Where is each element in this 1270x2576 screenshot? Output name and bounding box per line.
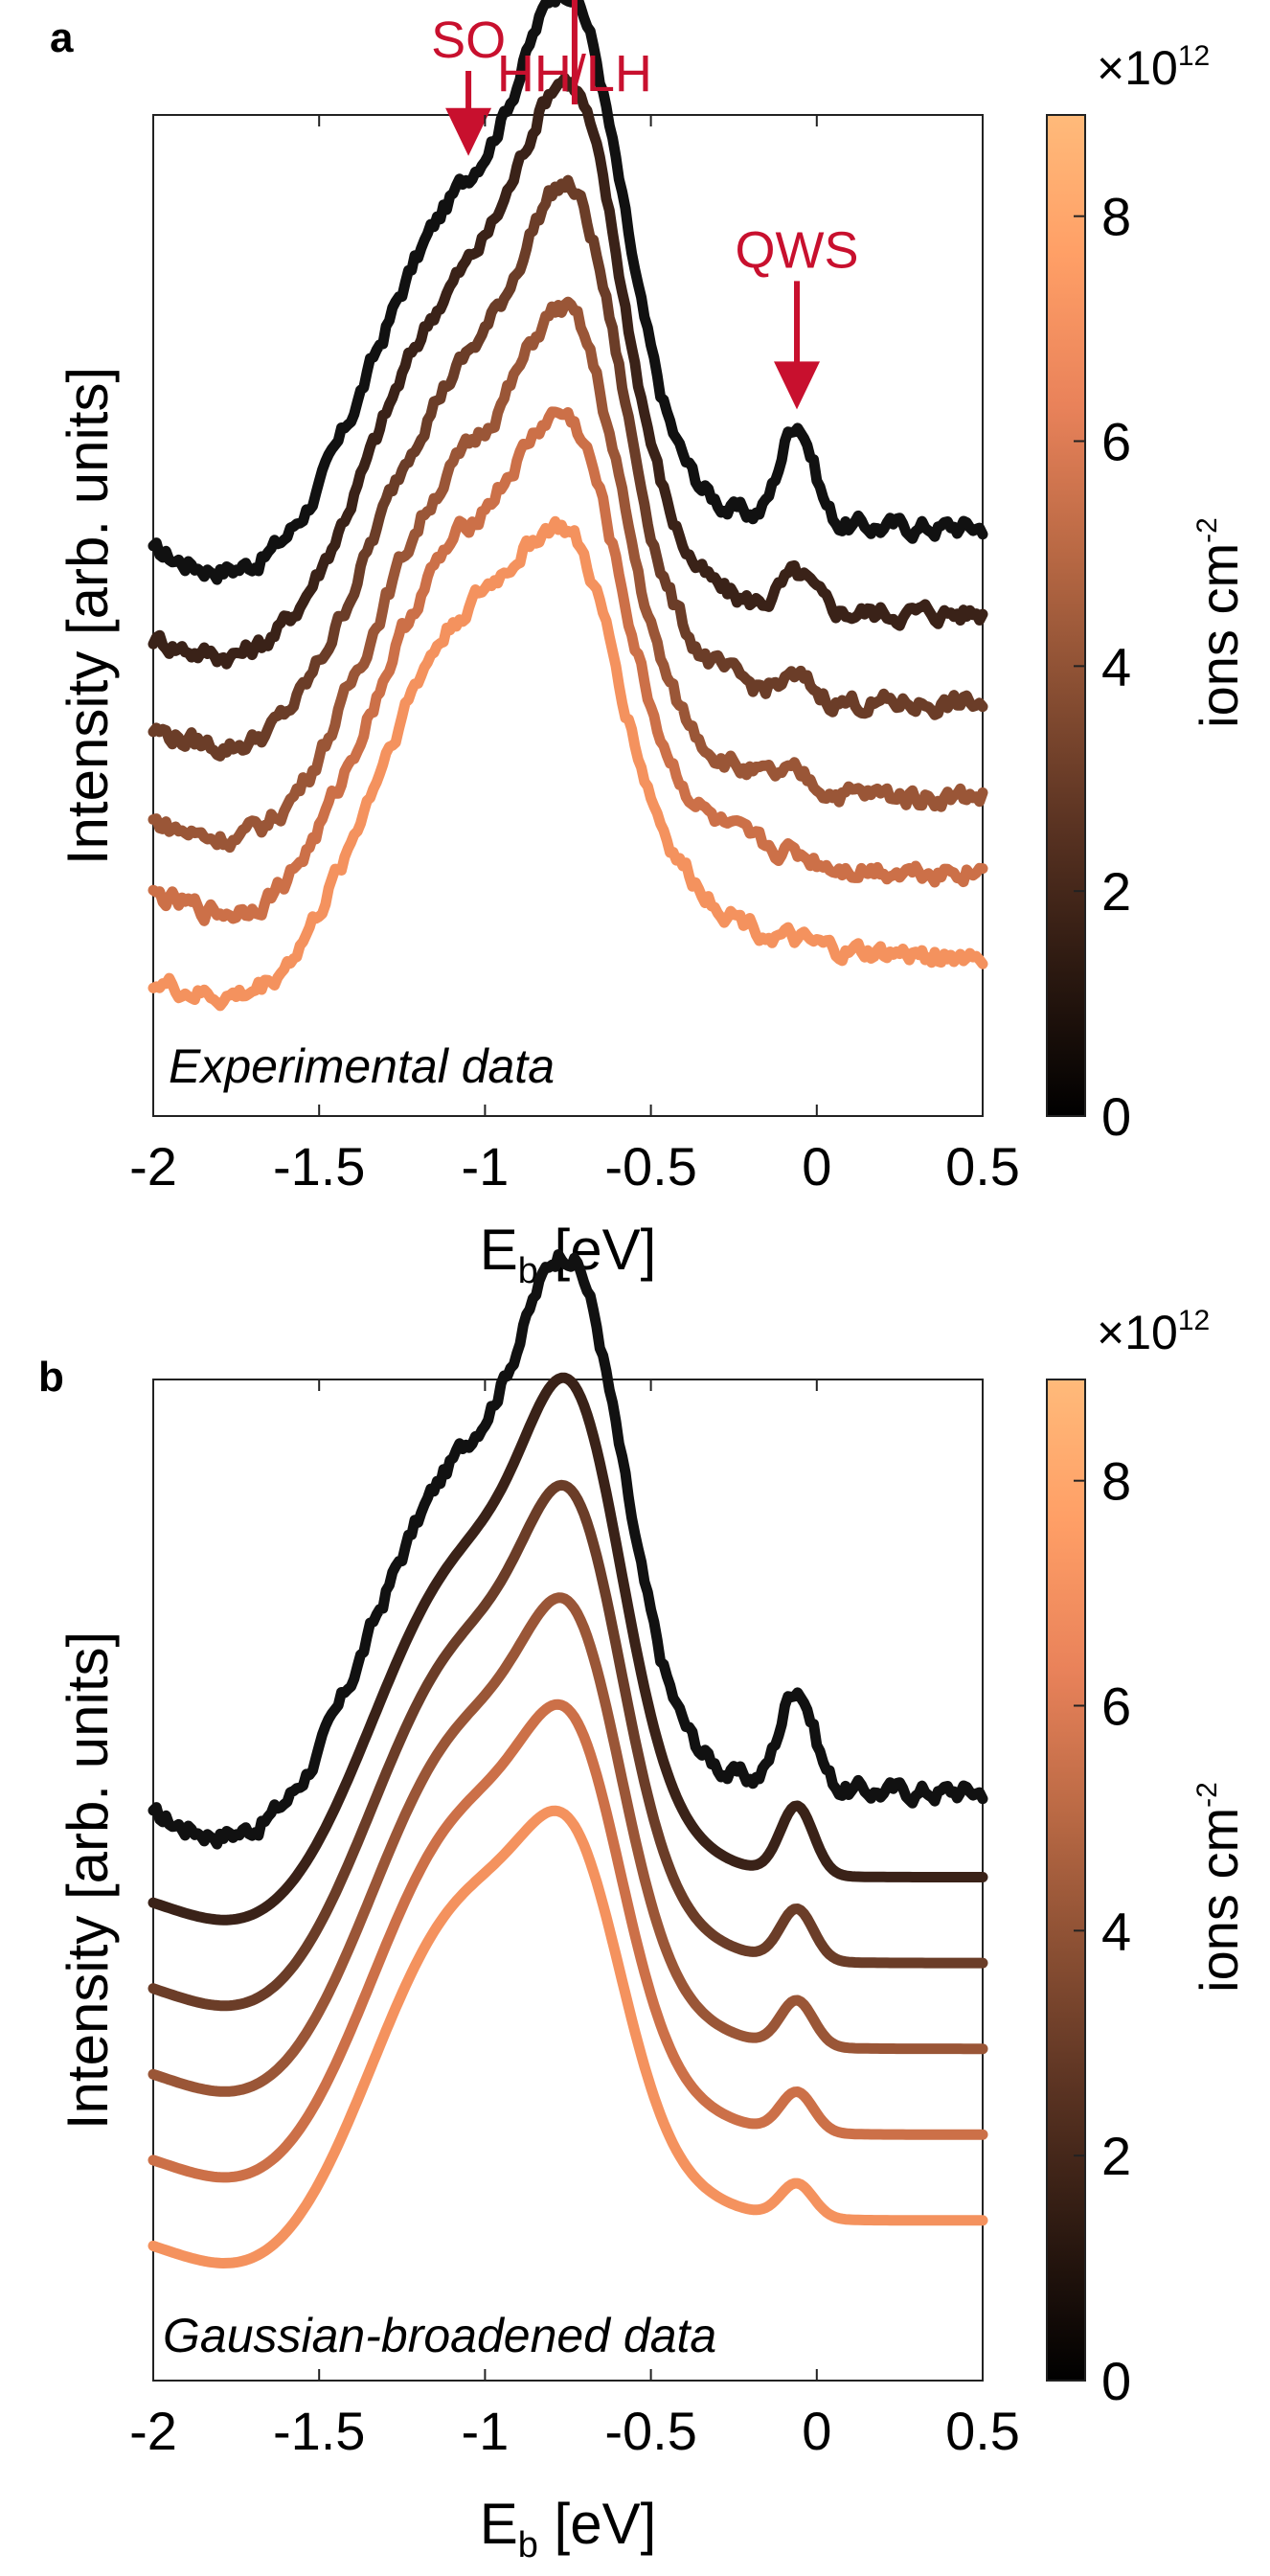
panel-b-note: Gaussian-broadened data [163,2309,716,2362]
colorbar-tick-label: 8 [1101,187,1131,247]
spectrum-line-5.25e12 [147,1592,988,2097]
panel-b-y-axis-label: Intensity [arb. units] [56,1631,120,2130]
x-tick-label: -1 [462,1136,510,1197]
x-tick-label: 0 [802,1136,831,1197]
spectrum-line-7e12 [147,406,988,926]
colorbar-a: 0 2 4 6 8 ×1012 ions cm-2 [1046,40,1249,1147]
annotation-arrow-head [445,107,492,156]
x-tick-label: -1 [462,2401,510,2461]
spectrum-line-3.5e12 [147,174,988,762]
x-tick-label: -1.5 [273,1136,366,1197]
spectrum-line-8.75e12 [147,1805,988,2268]
colorbar-b-label: ions cm-2 [1189,1782,1249,1993]
panel-a-x-ticks: -2 -1.5 -1 -0.5 0 0.5 [129,115,1020,1197]
x-tick-label: -2 [129,1136,177,1197]
colorbar-tick-label: 6 [1101,412,1131,472]
panel-a-x-axis-label: Eb [eV] [480,1218,657,1291]
x-tick-label: 0.5 [945,1136,1020,1197]
colorbar-b-bar [1046,1379,1086,2382]
panel-b-curves [147,1249,988,2268]
colorbar-tick-label: 4 [1101,636,1131,696]
x-tick-label: -0.5 [604,2401,697,2461]
panel-b: b -2 -1.5 -1 -0.5 0 0.5 Gaussian-broadened da… [38,1249,1020,2565]
colorbar-a-label: ions cm-2 [1189,517,1249,728]
x-tick-label: 0.5 [945,2401,1020,2461]
colorbar-tick-label: 6 [1101,1676,1131,1737]
spectrum-line-1.75e12 [147,1372,988,1926]
panel-b-x-axis-label: Eb [eV] [480,2492,657,2565]
colorbar-tick-label: 2 [1101,861,1131,922]
colorbar-a-exponent: ×1012 [1097,40,1210,95]
x-tick-label: -1.5 [273,2401,366,2461]
colorbar-a-bar [1046,114,1086,1117]
panel-a-curves [147,0,988,1012]
x-tick-label: -0.5 [604,1136,697,1197]
colorbar-tick-label: 0 [1101,2351,1131,2411]
x-tick-label: -2 [129,2401,177,2461]
spectrum-line-5.25e12 [147,296,988,854]
panel-a-letter: a [50,14,74,61]
panel-b-letter: b [38,1354,64,1401]
spectrum-line-1.75e12 [147,73,988,670]
x-tick-label: 0 [802,2401,831,2461]
colorbar-tick-label: 4 [1101,1901,1131,1961]
colorbar-tick-label: 2 [1101,2126,1131,2186]
colorbar-b-ticks: 0 2 4 6 8 [1074,1451,1131,2411]
colorbar-a-ticks: 0 2 4 6 8 [1074,187,1131,1147]
colorbar-tick-label: 0 [1101,1086,1131,1147]
panel-a-note: Experimental data [169,1039,555,1093]
spectrum-line-8.75e12 [147,515,988,1012]
spectrum-line-7e12 [147,1698,988,2183]
colorbar-tick-label: 8 [1101,1451,1131,1512]
annotation-label-qws: QWS [736,221,859,279]
spectrum-line-0 [147,1249,988,1850]
annotation-arrow-head [774,361,821,410]
panel-a-y-axis-label: Intensity [arb. units] [56,367,120,865]
panel-b-x-ticks: -2 -1.5 -1 -0.5 0 0.5 [129,1379,1020,2461]
spectrum-line-0 [147,0,988,585]
colorbar-b-exponent: ×1012 [1097,1305,1210,1359]
spectrum-line-3.5e12 [147,1479,988,2012]
colorbar-b: 0 2 4 6 8 ×1012 ions cm-2 [1046,1305,1249,2411]
annotation-label-so: SO [431,11,506,69]
